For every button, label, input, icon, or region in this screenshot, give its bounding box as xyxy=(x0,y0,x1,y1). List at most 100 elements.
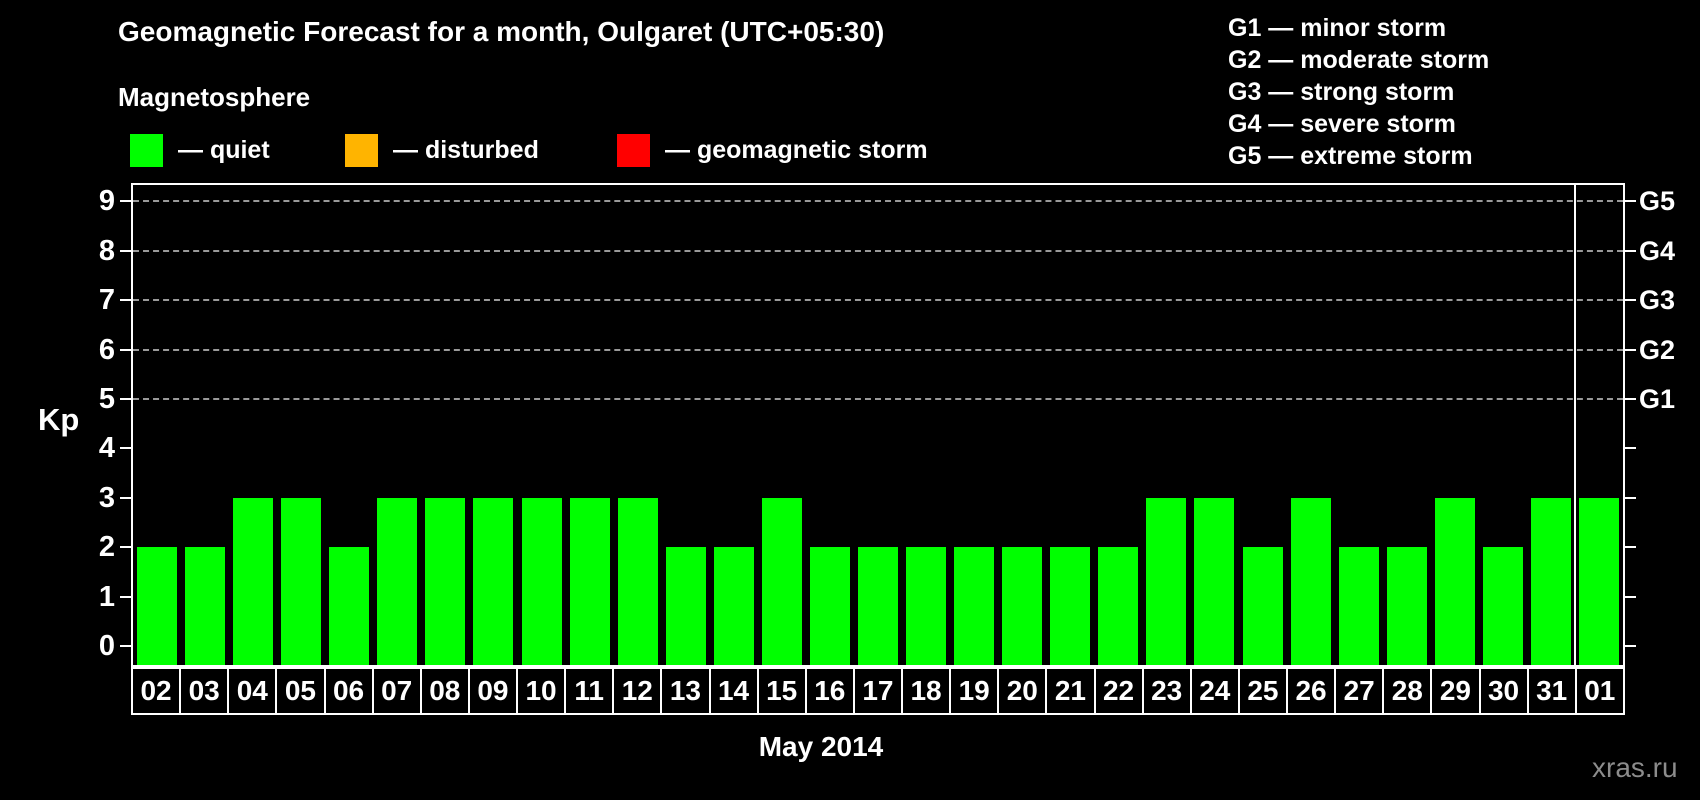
day-label-24: 24 xyxy=(1192,669,1240,713)
y-tick-right-8 xyxy=(1625,249,1636,252)
y-tick-label-6: 6 xyxy=(98,333,115,366)
day-label-02: 02 xyxy=(133,669,182,713)
kp-bar-day-22 xyxy=(1098,547,1139,665)
kp-bar-day-04 xyxy=(233,497,274,665)
y-tick-label-2: 2 xyxy=(98,531,115,564)
kp-bar-day-03 xyxy=(185,547,226,665)
y-tick-label-5: 5 xyxy=(98,383,115,415)
y-tick-label-7: 7 xyxy=(98,284,115,317)
day-label-27: 27 xyxy=(1336,669,1385,713)
day-label-03: 03 xyxy=(181,669,230,713)
legend-item-geomagnetic-storm: — geomagnetic storm xyxy=(617,133,928,167)
kp-bar-day-29 xyxy=(1434,497,1475,665)
day-label-28: 28 xyxy=(1384,669,1433,713)
y-tick-label-0: 0 xyxy=(98,630,115,662)
kp-bar-day-24 xyxy=(1194,497,1235,665)
kp-bar-day-25 xyxy=(1242,547,1283,665)
day-label-20: 20 xyxy=(999,669,1048,713)
day-label-23: 23 xyxy=(1144,669,1192,713)
day-label-08: 08 xyxy=(422,669,470,713)
kp-bar-day-23 xyxy=(1146,497,1187,665)
kp-bar-day-08 xyxy=(425,497,466,665)
kp-bar-day-06 xyxy=(329,547,370,665)
legend-label-quiet: — quiet xyxy=(178,135,270,164)
g-scale-label-g2: G2 xyxy=(1639,334,1676,365)
g-scale-label-g4: G4 xyxy=(1639,235,1676,266)
gridline-kp8 xyxy=(133,249,1623,252)
day-label-26: 26 xyxy=(1288,669,1337,713)
kp-bar-day-16 xyxy=(809,547,850,665)
kp-bar-day-13 xyxy=(665,547,706,665)
y-tick-left-9 xyxy=(120,200,131,203)
day-label-22: 22 xyxy=(1096,669,1144,713)
y-tick-left-3 xyxy=(120,496,131,499)
y-tick-label-1: 1 xyxy=(98,580,115,613)
gridline-kp5 xyxy=(133,398,1623,400)
storm-scale-legend: G1 — minor storm G2 — moderate storm G3 — … xyxy=(1228,12,1489,172)
day-label-31: 31 xyxy=(1529,669,1577,713)
day-label-01: 01 xyxy=(1584,675,1616,706)
kp-bar-day-05 xyxy=(281,497,322,665)
day-label-25: 25 xyxy=(1240,669,1288,713)
kp-bar-day-02 xyxy=(137,547,178,665)
y-tick-label-8: 8 xyxy=(98,234,115,267)
day-axis-row: 02 03 04 05 06 07 08 09 10 11 12 13 14 15 16 17 18 19 20 21… xyxy=(131,667,1625,715)
y-tick-left-2 xyxy=(120,546,131,549)
day-label-09: 09 xyxy=(470,669,518,713)
day-label-17: 17 xyxy=(855,669,903,713)
y-tick-left-1 xyxy=(120,595,131,598)
y-tick-right-0 xyxy=(1625,645,1636,647)
day-label-21: 21 xyxy=(1047,669,1096,713)
legend-swatch-quiet xyxy=(130,133,163,167)
kp-bar-day-30 xyxy=(1482,547,1523,665)
gridline-kp6 xyxy=(133,348,1623,351)
day-label-18: 18 xyxy=(903,669,952,713)
kp-bar-day-09 xyxy=(473,497,514,665)
kp-bar-day-12 xyxy=(617,497,658,665)
day-label-12: 12 xyxy=(614,669,663,713)
y-tick-left-6 xyxy=(120,348,131,351)
day-label-10: 10 xyxy=(518,669,567,713)
gridline-kp9 xyxy=(133,200,1623,203)
legend-item-quiet: — quiet xyxy=(130,133,270,167)
kp-bar-day-26 xyxy=(1290,497,1331,665)
legend-swatch-geomagnetic-storm xyxy=(617,133,650,167)
day-label-16: 16 xyxy=(807,669,855,713)
storm-scale-line-g4: G4 — severe storm xyxy=(1228,110,1456,138)
y-tick-right-4 xyxy=(1625,447,1636,450)
day-label-05: 05 xyxy=(277,669,326,713)
day-label-30: 30 xyxy=(1481,669,1529,713)
kp-bar-day-28 xyxy=(1386,547,1427,665)
g-scale-label-g5: G5 xyxy=(1639,186,1676,217)
watermark: xras.ru xyxy=(1592,752,1678,783)
y-tick-right-6 xyxy=(1625,348,1636,351)
g-scale-label-g1: G1 xyxy=(1639,384,1676,414)
y-tick-label-4: 4 xyxy=(98,432,115,465)
storm-scale-line-g2: G2 — moderate storm xyxy=(1228,46,1490,74)
y-tick-label-9: 9 xyxy=(98,185,115,218)
kp-bar-day-01 xyxy=(1578,497,1619,665)
kp-bar-day-10 xyxy=(521,497,562,665)
kp-bar-day-14 xyxy=(713,547,754,665)
day-label-19: 19 xyxy=(951,669,1000,713)
magnetosphere-legend-heading: Magnetosphere xyxy=(118,82,311,112)
y-tick-left-8 xyxy=(120,249,131,252)
y-tick-right-7 xyxy=(1625,299,1636,302)
y-tick-right-1 xyxy=(1625,595,1636,598)
y-tick-right-3 xyxy=(1625,496,1636,499)
day-label-11: 11 xyxy=(566,669,615,713)
kp-bar-day-15 xyxy=(761,497,802,665)
g-scale-label-g3: G3 xyxy=(1639,285,1676,316)
kp-bar-day-18 xyxy=(906,547,947,665)
kp-bar-day-07 xyxy=(377,497,418,665)
storm-scale-line-g5: G5 — extreme storm xyxy=(1228,142,1473,170)
legend-label-geomagnetic-storm: — geomagnetic storm xyxy=(665,135,928,164)
storm-scale-line-g1: G1 — minor storm xyxy=(1228,14,1447,42)
kp-bar-day-19 xyxy=(954,547,995,665)
kp-bar-day-17 xyxy=(858,547,898,665)
kp-bar-day-20 xyxy=(1002,547,1043,665)
y-tick-right-5 xyxy=(1625,398,1636,400)
legend-swatch-disturbed xyxy=(345,133,378,167)
y-tick-label-3: 3 xyxy=(98,481,115,514)
kp-bar-day-11 xyxy=(569,497,610,665)
